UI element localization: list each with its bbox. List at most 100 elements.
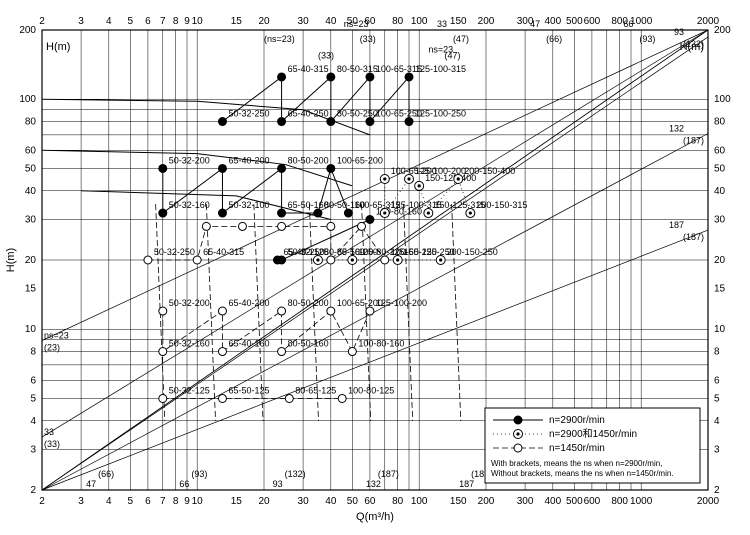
point-1450 [278,348,286,356]
svg-text:(47): (47) [444,51,460,61]
svg-text:15: 15 [25,284,37,295]
svg-text:50: 50 [347,496,359,507]
point-label: 80-50-200 [288,155,329,165]
y-axis-label-left: H(m) [5,248,17,272]
svg-text:400: 400 [544,16,561,27]
point-label: 100-80-125 [348,385,394,395]
svg-text:15: 15 [714,284,726,295]
svg-text:(33): (33) [360,34,376,44]
svg-text:6: 6 [145,496,151,507]
svg-text:(93): (93) [191,469,207,479]
svg-text:132: 132 [669,124,684,134]
svg-text:8: 8 [173,16,179,27]
svg-text:6: 6 [145,16,151,27]
point-label: 65-40-200 [228,298,269,308]
svg-text:5: 5 [128,16,134,27]
legend-note: With brackets, means the ns when n=2900r… [491,459,662,468]
svg-text:5: 5 [128,496,134,507]
svg-text:40: 40 [25,186,37,197]
svg-text:7: 7 [160,496,166,507]
svg-text:80: 80 [25,117,37,128]
svg-text:4: 4 [106,496,112,507]
svg-text:15: 15 [231,496,243,507]
point-1450 [285,394,293,402]
svg-text:100: 100 [714,94,731,105]
svg-text:60: 60 [25,145,37,156]
point-label: 50-32-250 [154,247,195,257]
svg-text:500: 500 [566,16,583,27]
point-1450 [159,307,167,315]
point-label: 80-50-315 [337,64,378,74]
svg-text:10: 10 [192,16,204,27]
svg-text:2: 2 [39,16,45,27]
svg-text:8: 8 [30,347,36,358]
svg-text:60: 60 [364,496,376,507]
legend: n=2900r/minn=2900和1450r/minn=1450r/minWi… [485,408,700,483]
point-1450 [381,256,389,264]
point-label: 65-50-125 [228,385,269,395]
point-label: 65-40-315 [288,64,329,74]
point-label: 50-32-200 [169,155,210,165]
point-2900 [278,209,286,217]
point-1450 [278,307,286,315]
svg-text:200: 200 [714,25,731,36]
point-label: 65-40-250 [288,109,329,119]
svg-text:15: 15 [231,16,243,27]
svg-text:20: 20 [25,255,37,266]
point-2900 [327,164,335,172]
svg-text:1000: 1000 [630,16,653,27]
svg-text:33: 33 [437,19,447,29]
point-1450 [327,256,335,264]
svg-text:50: 50 [25,163,37,174]
svg-text:(ns=23): (ns=23) [264,34,295,44]
svg-text:30: 30 [298,16,310,27]
svg-text:93: 93 [273,479,283,489]
svg-text:30: 30 [25,214,37,225]
svg-text:30: 30 [714,214,726,225]
point-2900 [159,209,167,217]
svg-text:93: 93 [674,27,684,37]
point-label: 50-32-100 [228,200,269,210]
svg-text:1000: 1000 [630,496,653,507]
svg-text:(23): (23) [44,343,60,353]
svg-text:10: 10 [714,324,726,335]
point-label: 50-32-125 [169,385,210,395]
point-label: 200-150-315 [476,200,527,210]
svg-text:800: 800 [611,496,628,507]
svg-text:3: 3 [714,444,720,455]
svg-text:66: 66 [179,479,189,489]
svg-text:50: 50 [347,16,359,27]
point-2900 [366,118,374,126]
point-label: 80-50-250 [337,247,378,257]
svg-text:(187): (187) [683,232,704,242]
point-label: 80-65-125 [295,385,336,395]
point-2900 [273,256,281,264]
svg-text:(47): (47) [453,34,469,44]
legend-note: Without brackets, means the ns when n=14… [491,469,674,478]
svg-text:(66): (66) [98,469,114,479]
svg-text:80: 80 [392,16,404,27]
svg-text:6: 6 [714,375,720,386]
point-1450 [159,348,167,356]
svg-text:600: 600 [584,16,601,27]
svg-text:100: 100 [411,496,428,507]
svg-text:300: 300 [517,496,534,507]
point-2900 [405,118,413,126]
svg-text:(187): (187) [378,469,399,479]
point-1450 [327,307,335,315]
svg-text:60: 60 [714,145,726,156]
point-1450 [348,348,356,356]
legend-item-label: n=2900r/min [549,415,605,426]
point-label: 50-32-160 [169,200,210,210]
svg-text:4: 4 [106,16,112,27]
svg-text:30: 30 [298,496,310,507]
svg-text:3: 3 [30,444,36,455]
point-label: 80-50-200 [288,298,329,308]
point-1450 [278,222,286,230]
point-label: 125-100-200 [376,298,427,308]
legend-item-label: n=2900和1450r/min [549,428,637,440]
y-axis-label-top-right: H(m) [680,41,704,53]
svg-text:3: 3 [78,16,84,27]
svg-text:7: 7 [160,16,166,27]
point-label: 100-65-250 [391,247,437,257]
